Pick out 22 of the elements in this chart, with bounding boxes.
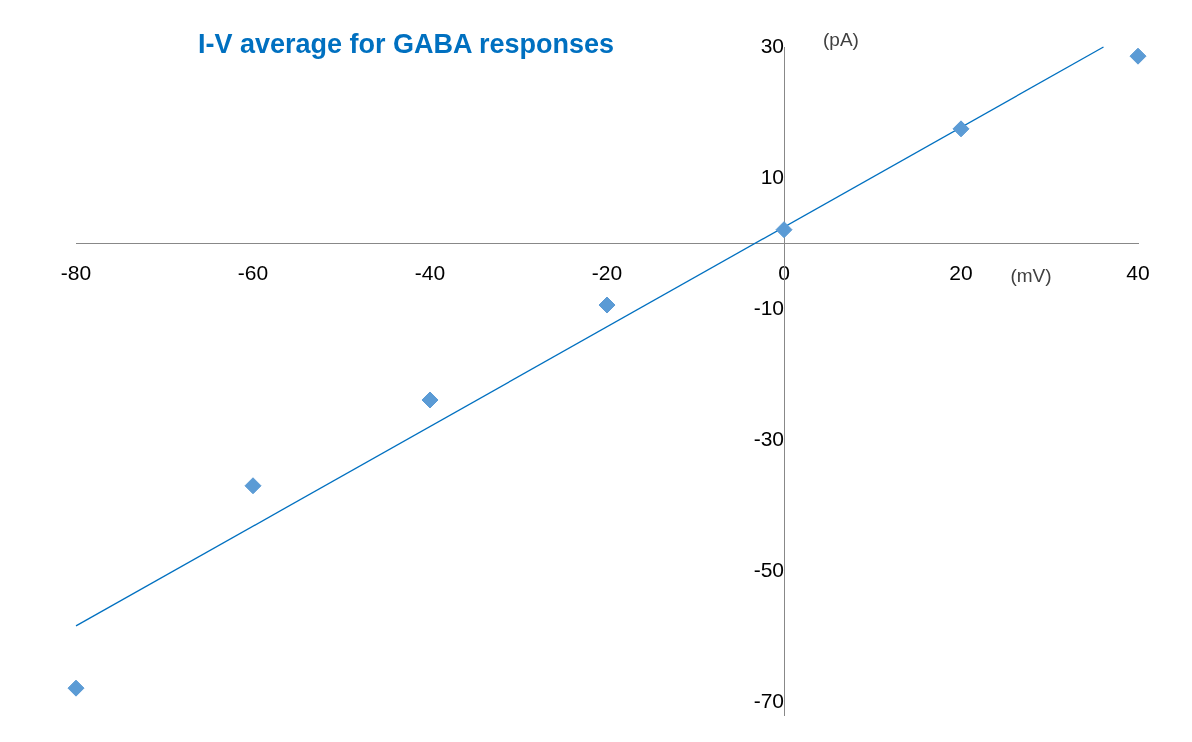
x-tick-label: 40 [1126,260,1150,284]
point [244,477,262,495]
point [1129,47,1147,65]
chart-title: I-V average for GABA responses [197,29,615,60]
x-tick-label: -80 [60,260,92,284]
point [598,296,616,314]
x-tick-label: -60 [237,260,269,284]
x-tick-label: -40 [414,260,446,284]
y-tick-label: -30 [753,426,784,450]
y-tick-label: 30 [760,33,784,57]
x-tick-label: 20 [949,260,973,284]
y-tick-label: -50 [753,557,784,581]
point [952,120,970,138]
y-tick-label: 10 [760,164,784,188]
x-tick-label: -20 [591,260,623,284]
y-axis-title: (pA) [823,29,859,51]
y-tick-label: -10 [753,295,784,319]
x-axis-title: (mV) [1010,264,1052,286]
point [421,391,439,409]
point [67,679,85,697]
point [775,221,793,239]
y-tick-label: -70 [753,688,784,712]
